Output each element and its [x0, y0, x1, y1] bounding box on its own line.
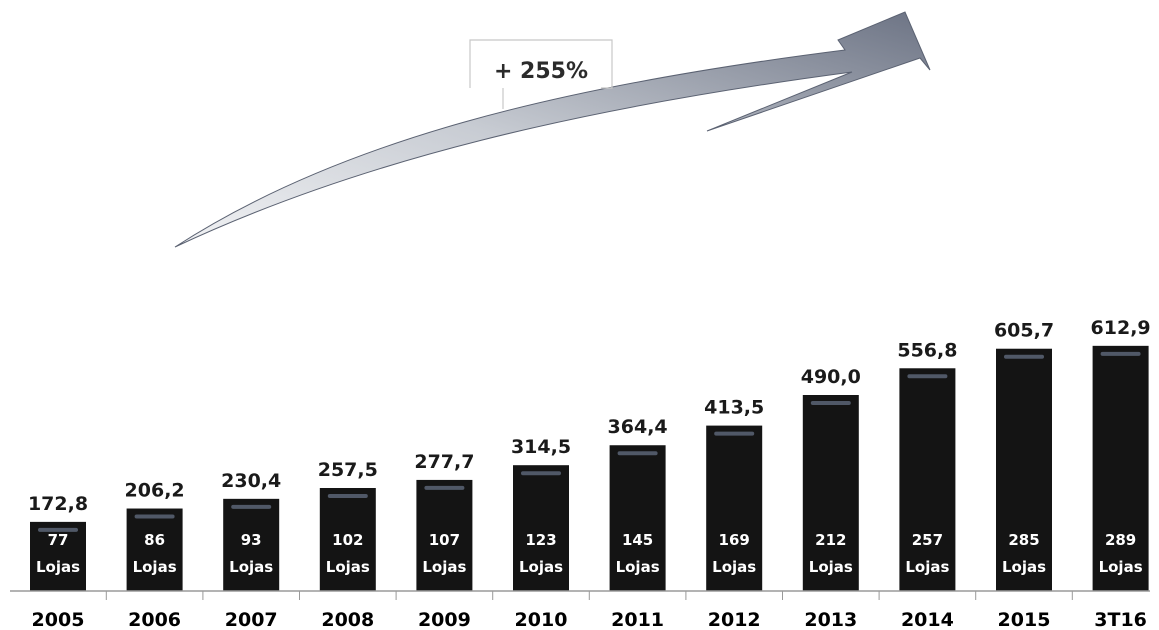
bar [996, 348, 1052, 591]
bar-highlight [521, 471, 561, 476]
callout-frame [469, 39, 613, 109]
x-tick-label: 2008 [321, 609, 374, 630]
bar [1092, 345, 1149, 591]
bar-highlight [1004, 354, 1044, 359]
store-count-label: 93 [241, 531, 262, 549]
data-label: 257,5 [318, 459, 378, 481]
data-label: 277,7 [414, 451, 474, 473]
bars: 172,8 77 Lojas 206,2 86 Lojas 230,4 93 Lojas 257,… [28, 317, 1151, 591]
store-count-label: 123 [525, 531, 556, 549]
bar-highlight [134, 514, 175, 519]
store-count-label: 257 [912, 531, 943, 549]
data-label: 172,8 [28, 493, 88, 515]
x-tick-label: 2005 [32, 609, 85, 630]
bar-highlight [617, 451, 658, 456]
x-tick-label: 2012 [708, 609, 761, 630]
store-unit-label: Lojas [519, 558, 563, 576]
data-label: 314,5 [511, 436, 571, 458]
store-unit-label: Lojas [229, 558, 273, 576]
store-count-label: 107 [429, 531, 460, 549]
store-unit-label: Lojas [326, 558, 370, 576]
store-count-label: 285 [1008, 531, 1039, 549]
bar-highlight [714, 431, 755, 436]
growth-percentage: + 255% [494, 59, 588, 84]
store-unit-label: Lojas [809, 558, 853, 576]
data-label: 612,9 [1091, 317, 1151, 339]
store-count-label: 102 [332, 531, 363, 549]
store-unit-label: Lojas [422, 558, 466, 576]
x-tick-label: 2011 [611, 609, 664, 630]
growth-arrow [174, 11, 931, 248]
store-unit-label: Lojas [712, 558, 756, 576]
data-label: 605,7 [994, 320, 1054, 342]
bar-highlight [231, 504, 272, 509]
bar-highlight [1100, 351, 1141, 356]
bar [319, 488, 376, 591]
bar [513, 465, 569, 591]
x-tick-label: 2010 [515, 609, 568, 630]
store-unit-label: Lojas [1002, 558, 1046, 576]
bar [30, 521, 86, 591]
growth-callout: + 255% [469, 39, 613, 109]
x-tick-label: 2007 [225, 609, 278, 630]
x-tick-label: 2015 [998, 609, 1051, 630]
growth-arrow-body [174, 11, 931, 248]
data-label: 556,8 [897, 339, 957, 361]
x-tick-label: 2014 [901, 609, 954, 630]
x-tick-label: 3T16 [1094, 609, 1147, 630]
bar [802, 395, 859, 591]
bar-highlight [327, 494, 368, 498]
bar-highlight [424, 485, 465, 490]
x-tick-label: 2009 [418, 609, 471, 630]
data-label: 413,5 [704, 397, 764, 419]
bar-highlight [38, 527, 78, 532]
bar [706, 425, 763, 591]
store-unit-label: Lojas [1099, 558, 1143, 576]
bar-highlight [907, 374, 948, 379]
bar [609, 445, 666, 591]
store-count-label: 289 [1105, 531, 1136, 549]
bar [899, 368, 956, 591]
data-label: 364,4 [608, 416, 668, 438]
x-tick-label: 2013 [804, 609, 857, 630]
x-tick-label: 2006 [128, 609, 181, 630]
bar [126, 508, 183, 591]
bar [416, 479, 473, 591]
data-label: 206,2 [125, 480, 185, 502]
data-label: 230,4 [221, 470, 281, 492]
store-count-label: 86 [144, 531, 165, 549]
bar-highlight [810, 401, 851, 405]
bar [223, 498, 280, 591]
store-count-label: 145 [622, 531, 653, 549]
store-unit-label: Lojas [616, 558, 660, 576]
store-count-label: 77 [48, 531, 69, 549]
callout-box [471, 41, 611, 87]
store-unit-label: Lojas [133, 558, 177, 576]
store-unit-label: Lojas [36, 558, 80, 576]
data-label: 490,0 [801, 366, 861, 388]
store-count-label: 169 [719, 531, 750, 549]
store-count-label: 212 [815, 531, 846, 549]
x-axis: 2005 2006 2007 2008 2009 2010 2011 2012 2013 2014… [10, 590, 1150, 630]
store-unit-label: Lojas [905, 558, 949, 576]
